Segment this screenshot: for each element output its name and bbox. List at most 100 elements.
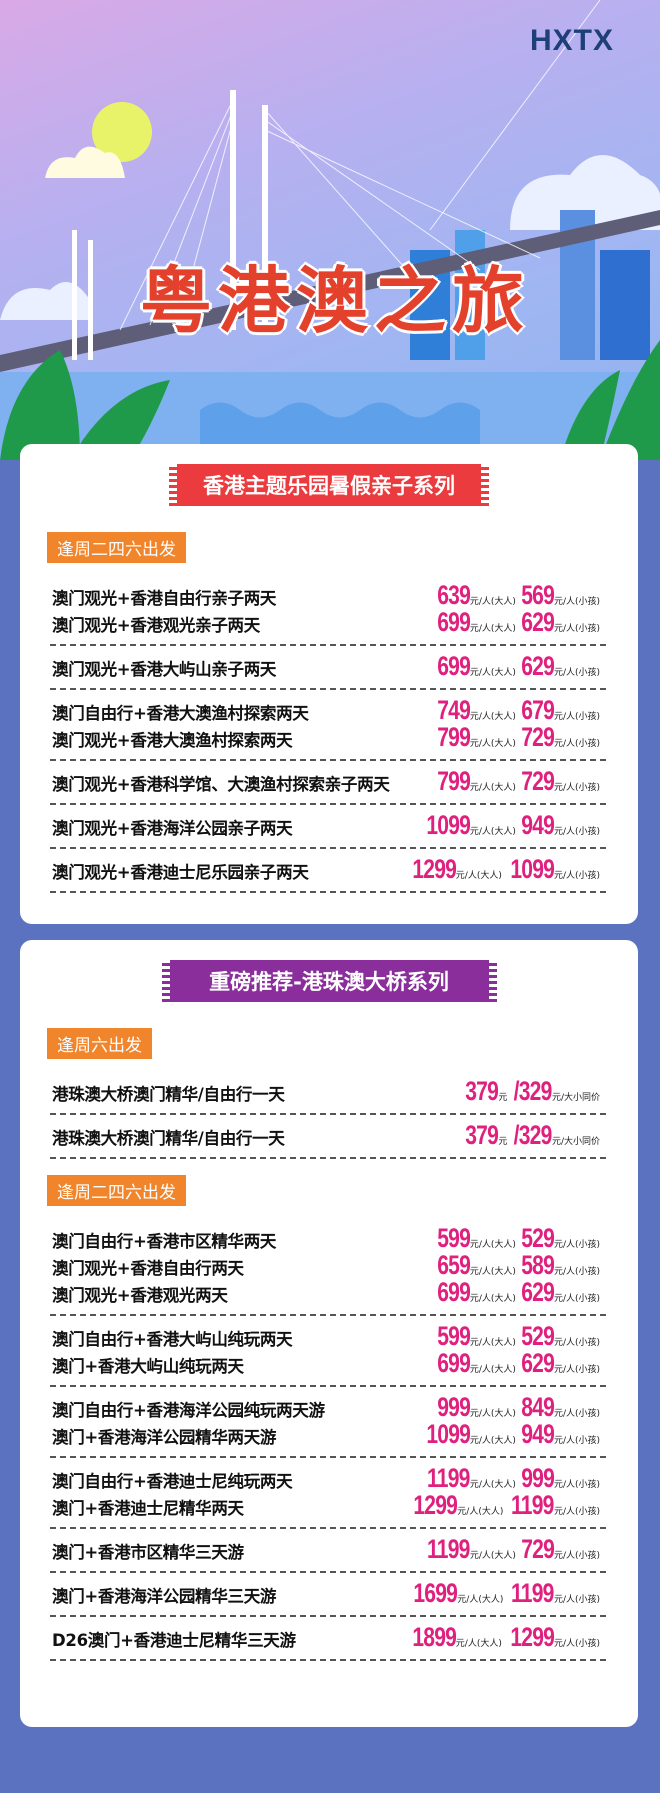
adult-price: 1199	[427, 1463, 470, 1493]
adult-price: 1099	[426, 810, 471, 840]
child-price: 729	[521, 722, 555, 752]
route-group: 澳门自由行+香港迪士尼纯玩两天 1199 元/人(大人) 999 元/人(小孩) 澳门+香…	[50, 1458, 606, 1529]
route-name: 澳门自由行+香港迪士尼纯玩两天	[52, 1472, 293, 1491]
child-price: 729	[521, 1534, 555, 1564]
route-group: D26澳门+香港迪士尼精华三天游 1899 元/人(大人) 1299 元/人(小孩)	[50, 1617, 606, 1661]
child-unit: 元/人(小孩)	[553, 1507, 600, 1517]
adult-unit: 元/人(大人)	[457, 1507, 504, 1517]
route-row[interactable]: 澳门自由行+香港迪士尼纯玩两天 1199 元/人(大人) 999 元/人(小孩)	[50, 1465, 606, 1492]
brand-logo: HXTX	[529, 24, 614, 57]
route-price: 1699 元/人(大人) 1199 元/人(小孩)	[409, 1580, 606, 1607]
section-title: 香港主题乐园暑假亲子系列	[203, 474, 455, 498]
route-group: 澳门自由行+香港大屿山纯玩两天 599 元/人(大人) 529 元/人(小孩) 澳门+香港…	[50, 1316, 606, 1387]
child-unit: 元/人(小孩)	[553, 1365, 600, 1375]
child-unit: 元/人(小孩)	[553, 783, 600, 793]
route-group: 澳门观光+香港科学馆、大澳渔村探索亲子两天 799 元/人(大人) 729 元/人(小孩…	[50, 761, 606, 805]
route-row[interactable]: 澳门自由行+香港市区精华两天 599 元/人(大人) 529 元/人(小孩)	[50, 1225, 606, 1252]
adult-price: 1699	[413, 1578, 459, 1608]
child-unit: 元/人(小孩)	[553, 1338, 600, 1348]
route-name: 澳门+香港大屿山纯玩两天	[52, 1357, 244, 1376]
child-price: 949	[521, 810, 555, 840]
route-row[interactable]: 港珠澳大桥澳门精华/自由行一天 379 元/329 元/大小同价	[50, 1122, 606, 1149]
adult-price: 749	[437, 695, 471, 725]
route-row[interactable]: 澳门+香港迪士尼精华两天 1299 元/人(大人) 1199 元/人(小孩)	[50, 1492, 606, 1519]
route-row[interactable]: 澳门+香港大屿山纯玩两天 699 元/人(大人) 629 元/人(小孩)	[50, 1350, 606, 1377]
adult-price: 1099	[426, 1419, 471, 1449]
adult-unit: 元/人(大人)	[469, 712, 516, 722]
price-value: 379	[465, 1076, 500, 1106]
route-row[interactable]: 澳门观光+香港科学馆、大澳渔村探索亲子两天 799 元/人(大人) 729 元/人(小孩…	[50, 768, 606, 795]
route-name: 澳门+香港市区精华三天游	[52, 1543, 244, 1562]
route-price: 699 元/人(大人) 629 元/人(小孩)	[436, 1350, 606, 1377]
route-price: 379 元/329 元/大小同价	[464, 1122, 606, 1149]
adult-unit: 元/人(大人)	[469, 1267, 516, 1277]
child-price: 999	[521, 1463, 555, 1493]
route-price: 1199 元/人(大人) 729 元/人(小孩)	[423, 1536, 606, 1563]
route-group: 澳门观光+香港迪士尼乐园亲子两天 1299 元/人(大人) 1099 元/人(小孩)	[50, 849, 606, 893]
route-row[interactable]: 澳门观光+香港自由行两天 659 元/人(大人) 589 元/人(小孩)	[50, 1252, 606, 1279]
adult-unit: 元/人(大人)	[469, 1294, 516, 1304]
route-name: D26澳门+香港迪士尼精华三天游	[52, 1631, 296, 1650]
child-unit: 元/人(小孩)	[553, 1551, 600, 1561]
adult-price: 659	[437, 1250, 471, 1280]
route-row[interactable]: 澳门+香港海洋公园精华两天游 1099 元/人(大人) 949 元/人(小孩)	[50, 1421, 606, 1448]
departure-tag: 逢周二四六出发	[47, 1175, 186, 1206]
adult-price: 599	[437, 1321, 471, 1351]
route-row[interactable]: 澳门观光+香港迪士尼乐园亲子两天 1299 元/人(大人) 1099 元/人(小孩)	[50, 856, 606, 883]
route-name: 澳门+香港海洋公园精华两天游	[52, 1428, 277, 1447]
section-title-banner: 香港主题乐园暑假亲子系列	[169, 464, 489, 506]
route-row[interactable]: D26澳门+香港迪士尼精华三天游 1899 元/人(大人) 1299 元/人(小孩)	[50, 1624, 606, 1651]
route-row[interactable]: 澳门观光+香港自由行亲子两天 639 元/人(大人) 569 元/人(小孩)	[50, 582, 606, 609]
route-price: 599 元/人(大人) 529 元/人(小孩)	[436, 1323, 606, 1350]
route-name: 澳门观光+香港自由行亲子两天	[52, 589, 277, 608]
adult-price: 999	[437, 1392, 471, 1422]
page-title: 粤港澳之旅	[138, 258, 530, 345]
route-row[interactable]: 澳门观光+香港观光两天 699 元/人(大人) 629 元/人(小孩)	[50, 1279, 606, 1306]
adult-unit: 元/人(大人)	[469, 1480, 516, 1490]
price-unit: 元/大小同价	[551, 1137, 600, 1147]
adult-unit: 元/人(大人)	[469, 624, 516, 634]
route-row[interactable]: 澳门观光+香港大澳渔村探索两天 799 元/人(大人) 729 元/人(小孩)	[50, 724, 606, 751]
route-price: 1199 元/人(大人) 999 元/人(小孩)	[423, 1465, 606, 1492]
child-unit: 元/人(小孩)	[553, 1436, 600, 1446]
route-name: 港珠澳大桥澳门精华/自由行一天	[52, 1085, 285, 1104]
route-row[interactable]: 澳门+香港海洋公园精华三天游 1699 元/人(大人) 1199 元/人(小孩)	[50, 1580, 606, 1607]
child-unit: 元/人(小孩)	[553, 624, 600, 634]
section-card-theme-park: 香港主题乐园暑假亲子系列逢周二四六出发澳门观光+香港自由行亲子两天 639 元/人(…	[20, 444, 638, 924]
adult-unit: 元/人(大人)	[469, 739, 516, 749]
child-price: 529	[521, 1321, 555, 1351]
adult-price: 799	[437, 766, 471, 796]
child-unit: 元/人(小孩)	[553, 1267, 600, 1277]
child-price: 529	[521, 1223, 555, 1253]
route-row[interactable]: 澳门自由行+香港海洋公园纯玩两天游 999 元/人(大人) 849 元/人(小孩)	[50, 1394, 606, 1421]
route-price: 999 元/人(大人) 849 元/人(小孩)	[436, 1394, 606, 1421]
route-row[interactable]: 澳门观光+香港观光亲子两天 699 元/人(大人) 629 元/人(小孩)	[50, 609, 606, 636]
adult-unit: 元/人(大人)	[469, 1240, 516, 1250]
route-name: 澳门观光+香港自由行两天	[52, 1259, 244, 1278]
route-row[interactable]: 澳门自由行+香港大屿山纯玩两天 599 元/人(大人) 529 元/人(小孩)	[50, 1323, 606, 1350]
route-name: 澳门观光+香港大屿山亲子两天	[52, 660, 277, 679]
hero-banner: HXTX 粤港澳之旅	[0, 0, 660, 460]
route-price: 1099 元/人(大人) 949 元/人(小孩)	[422, 812, 606, 839]
child-price: 629	[521, 607, 555, 637]
route-row[interactable]: 澳门观光+香港大屿山亲子两天 699 元/人(大人) 629 元/人(小孩)	[50, 653, 606, 680]
child-unit: 元/人(小孩)	[553, 597, 600, 607]
child-price: 1099	[510, 854, 555, 884]
route-row[interactable]: 澳门观光+香港海洋公园亲子两天 1099 元/人(大人) 949 元/人(小孩)	[50, 812, 606, 839]
route-name: 澳门自由行+香港大澳渔村探索两天	[52, 704, 309, 723]
adult-unit: 元/人(大人)	[457, 1595, 504, 1605]
route-group: 港珠澳大桥澳门精华/自由行一天 379 元/329 元/大小同价	[50, 1071, 606, 1115]
section-title: 重磅推荐-港珠澳大桥系列	[209, 970, 449, 994]
price-value: /329	[514, 1120, 553, 1150]
route-row[interactable]: 港珠澳大桥澳门精华/自由行一天 379 元/329 元/大小同价	[50, 1078, 606, 1105]
route-row[interactable]: 澳门+香港市区精华三天游 1199 元/人(大人) 729 元/人(小孩)	[50, 1536, 606, 1563]
route-name: 澳门+香港迪士尼精华两天	[52, 1499, 244, 1518]
route-price: 1899 元/人(大人) 1299 元/人(小孩)	[408, 1624, 606, 1651]
child-price: 679	[521, 695, 555, 725]
departure-tag: 逢周二四六出发	[47, 532, 186, 563]
route-row[interactable]: 澳门自由行+香港大澳渔村探索两天 749 元/人(大人) 679 元/人(小孩)	[50, 697, 606, 724]
price-unit: 元	[498, 1137, 508, 1147]
child-price: 729	[521, 766, 555, 796]
route-name: 澳门+香港海洋公园精华三天游	[52, 1587, 277, 1606]
adult-unit: 元/人(大人)	[469, 1551, 516, 1561]
